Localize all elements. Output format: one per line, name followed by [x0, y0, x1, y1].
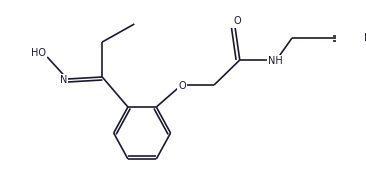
Text: HO: HO [30, 48, 45, 58]
Text: N: N [60, 75, 67, 85]
Text: O: O [178, 81, 186, 91]
Text: N: N [363, 33, 366, 43]
Text: O: O [233, 16, 241, 26]
Text: NH: NH [268, 56, 283, 66]
